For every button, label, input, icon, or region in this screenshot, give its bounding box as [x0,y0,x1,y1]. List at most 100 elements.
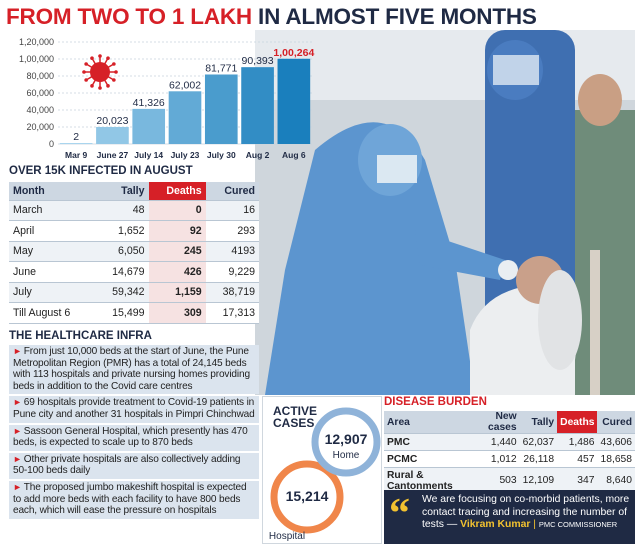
monthly-header-month: Month [9,182,96,201]
cured-cell: 9,229 [205,261,259,283]
infra-bullet: ► 69 hospitals provide treatment to Covid… [9,396,259,423]
hospital-ring [270,460,344,534]
health-worker-photo [255,30,635,395]
tally-cell: 59,342 [95,282,149,303]
burden-header-row: Area New cases Tally Deaths Cured [384,411,635,434]
infra-bullet: ► Sassoon General Hospital, which present… [9,424,259,451]
y-tick-label: 0 [49,139,54,149]
infra-bullet: ► From just 10,000 beds at the start of J… [9,345,259,395]
burden-title: DISEASE BURDEN [384,396,635,411]
table-row: April 1,652 92 293 [9,220,259,242]
x-tick-label: July 14 [134,150,163,160]
table-row: PCMC 1,012 26,118 457 18,658 [384,450,635,468]
y-tick-label: 40,000 [26,105,54,115]
new-cases-cell: 1,440 [473,433,520,451]
bar [277,58,311,144]
monthly-header-deaths: Deaths [148,182,206,201]
healthcare-infra-section: THE HEALTHCARE INFRA ► From just 10,000 b… [9,330,259,521]
burden-table: Area New cases Tally Deaths Cured PMC 1,… [384,411,635,494]
bar [132,108,166,144]
bullet-arrow-icon: ► [13,346,22,356]
burden-header-deaths: Deaths [557,411,598,434]
month-cell: April [9,220,96,242]
x-tick-label: July 30 [207,150,236,160]
tally-cell: 6,050 [95,241,149,262]
tally-cell: 12,109 [519,467,558,494]
cured-cell: 18,658 [597,450,635,468]
month-cell: July [9,282,96,303]
bar-value-label: 62,002 [169,79,201,91]
area-cell: PCMC [384,450,474,468]
month-cell: May [9,241,96,262]
cured-cell: 8,640 [597,467,635,494]
new-cases-cell: 503 [473,467,520,494]
tally-cell: 26,118 [519,450,558,468]
infra-bullet-text: The proposed jumbo makeshift hospital is… [13,481,247,517]
bullet-arrow-icon: ► [13,397,22,408]
tally-cell: 48 [95,200,149,221]
table-row: PMC 1,440 62,037 1,486 43,606 [384,433,635,451]
active-cases-title: ACTIVE CASES [273,405,317,429]
infra-bullet-text: Sassoon General Hospital, which presentl… [13,425,248,449]
bar-value-label: 2 [73,131,79,143]
deaths-cell: 245 [148,241,206,262]
area-cell: PMC [384,433,474,451]
burden-header-area: Area [384,411,474,434]
monthly-header-cured: Cured [205,182,259,201]
y-tick-label: 20,000 [26,122,54,132]
cured-cell: 4193 [205,241,259,262]
bullet-arrow-icon: ► [13,453,22,464]
table-row: July 59,342 1,159 38,719 [9,282,259,303]
month-cell: Till August 6 [9,302,96,324]
quote-mark-icon: “ [389,491,410,537]
monthly-header-row: Month Tally Deaths Cured [9,182,259,201]
burden-title-text: DISEASE BURDEN [384,396,487,408]
area-cell: Rural & Cantonments [384,467,474,494]
x-tick-label: July 23 [171,150,200,160]
cured-cell: 293 [205,220,259,242]
cured-cell: 16 [205,200,259,221]
bar [168,91,202,144]
bar [204,74,238,144]
y-tick-label: 60,000 [26,88,54,98]
cases-bar-chart: 0 20,000 40,000 60,000 80,000 1,00,000 1,20,00… [0,34,345,162]
infra-bullet-text: Other private hospitals are also collect… [13,453,241,477]
bar-chart-svg: 0 20,000 40,000 60,000 80,000 1,00,000 1,20,00… [19,37,314,160]
table-row: May 6,050 245 4193 [9,241,259,262]
bullet-arrow-icon: ► [13,425,22,436]
cured-cell: 17,313 [205,302,259,324]
deaths-cell: 1,486 [557,433,598,451]
active-cases-panel: ACTIVE CASES 15,214 12,907 Home Hospital [262,396,382,544]
month-cell: March [9,200,96,221]
photo-illustration [255,30,635,395]
x-tick-label: June 27 [97,150,129,160]
home-value: 12,907 [325,431,368,447]
table-row: Rural & Cantonments 503 12,109 347 8,640 [384,467,635,494]
infra-bullet-text: 69 hospitals provide treatment to Covid-… [13,397,255,420]
table-row: Till August 6 15,499 309 17,313 [9,302,259,324]
quote-role: PMC COMMISSIONER [538,520,618,530]
infra-bullet: ► Other private hospitals are also collec… [9,452,259,479]
tally-cell: 15,499 [95,302,149,324]
bar-value-label: 81,771 [205,62,237,74]
hospital-value: 15,214 [286,488,329,504]
deaths-cell: 1,159 [148,282,206,303]
bullet-arrow-icon: ► [13,481,22,492]
month-cell: June [9,261,96,283]
commissioner-quote: “ We are focusing on co-morbid patients,… [384,490,635,544]
headline-part2: IN ALMOST FIVE MONTHS [258,4,537,29]
bar-value-label: 90,393 [242,55,274,67]
deaths-cell: 426 [148,261,206,283]
table-row: March 48 0 16 [9,200,259,221]
deaths-cell: 309 [148,302,206,324]
bar [241,67,274,144]
deaths-cell: 92 [148,220,206,242]
deaths-cell: 347 [557,467,598,494]
cured-cell: 38,719 [205,282,259,303]
burden-header-new: New cases [473,411,520,434]
new-cases-cell: 1,012 [473,450,520,468]
infra-title: THE HEALTHCARE INFRA [9,330,152,342]
y-tick-label: 1,20,000 [19,37,54,47]
disease-burden-section: DISEASE BURDEN Area New cases Tally Deat… [384,396,635,494]
monthly-title: OVER 15K INFECTED IN AUGUST [9,165,193,177]
